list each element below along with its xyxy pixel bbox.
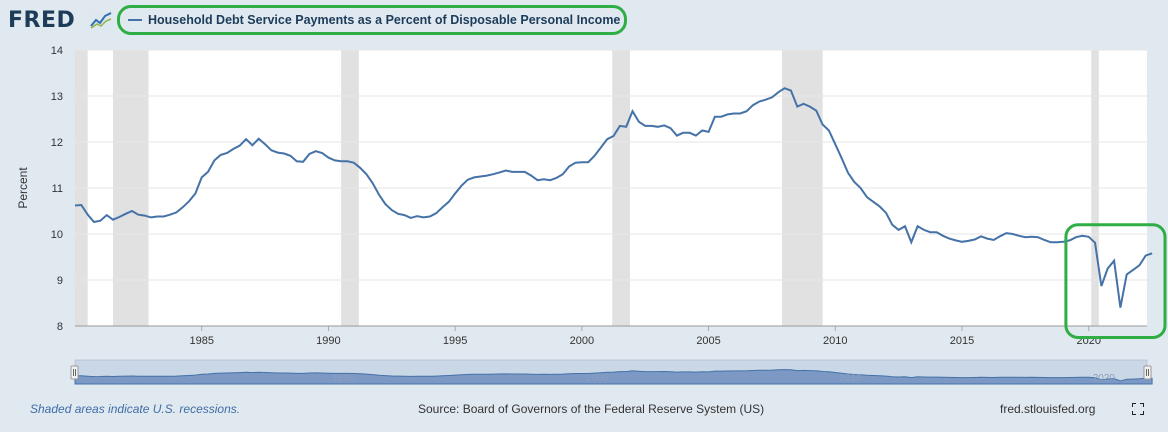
fred-graph-icon <box>89 10 113 30</box>
y-tick-label: 11 <box>52 183 63 195</box>
y-tick-label: 12 <box>51 137 63 149</box>
chart-title[interactable]: Household Debt Service Payments as a Per… <box>148 13 621 27</box>
x-tick-label: 2010 <box>823 335 847 347</box>
y-tick-label: 13 <box>51 91 63 103</box>
y-axis-ticks: 8 9 10 11 12 13 14 <box>51 45 63 333</box>
x-tick-label: 1985 <box>189 335 213 347</box>
range-navigator[interactable]: 1990 2000 2010 2020 <box>70 359 1153 385</box>
data-source: Source: Board of Governors of the Federa… <box>418 402 765 416</box>
y-axis-label: Percent <box>16 167 30 209</box>
x-tick-label: 1990 <box>316 335 340 347</box>
y-tick-label: 8 <box>57 321 63 333</box>
x-tick-label: 2005 <box>696 335 720 347</box>
highlight-box <box>1064 223 1167 339</box>
chart-title-highlight: Household Debt Service Payments as a Per… <box>117 5 627 35</box>
navigator-label: 2020 <box>1093 373 1116 384</box>
navigator-label: 2000 <box>586 373 609 384</box>
x-tick-label: 1995 <box>443 335 467 347</box>
navigator-label: 2010 <box>839 373 862 384</box>
chart-header: FRED Household Debt Service Payments as … <box>0 0 1168 44</box>
fred-logo[interactable]: FRED <box>8 8 76 33</box>
fullscreen-icon[interactable] <box>1132 403 1144 415</box>
x-tick-label: 2015 <box>950 335 974 347</box>
recession-note: Shaded areas indicate U.S. recessions. <box>30 402 241 416</box>
x-tick-label: 2000 <box>570 335 594 347</box>
navigator-handle-right[interactable] <box>1143 365 1152 380</box>
series-line-0 <box>74 87 1153 308</box>
y-tick-label: 10 <box>51 229 63 241</box>
navigator-label: 1990 <box>332 373 355 384</box>
navigator-series <box>74 369 1153 385</box>
series-layer <box>74 87 1153 308</box>
fred-url[interactable]: fred.stlouisfed.org <box>1000 402 1096 416</box>
navigator-handle-left[interactable] <box>70 365 79 380</box>
y-tick-label: 9 <box>57 275 63 287</box>
y-tick-label: 14 <box>51 45 63 57</box>
legend-swatch <box>128 19 142 21</box>
x-axis-ticks: 1985 1990 1995 2000 2005 2010 2015 2020 <box>75 325 1147 347</box>
